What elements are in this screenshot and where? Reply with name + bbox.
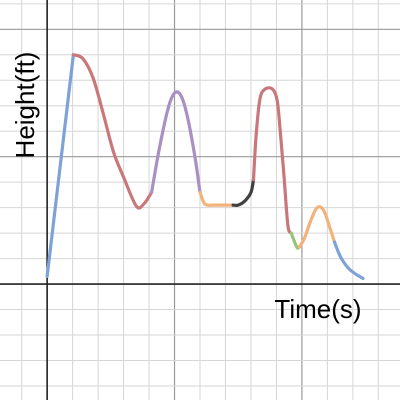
curve-group [45,53,365,281]
curve-segment-6 [251,86,293,235]
curve-segment-8 [297,205,337,249]
curve-segment-5 [231,178,256,207]
curve-segment-1 [45,53,75,279]
curve-segment-9 [332,240,365,281]
curve-segment-2 [71,53,154,210]
x-axis-title: Time(s) [274,294,361,324]
curve-segment-4 [198,190,235,207]
curve-segment-3 [149,90,202,194]
y-axis-title: Height(ft) [10,52,40,159]
